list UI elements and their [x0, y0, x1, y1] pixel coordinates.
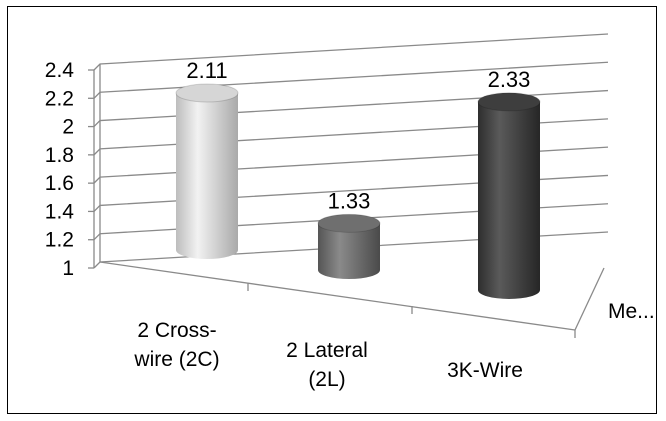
chart-frame	[7, 6, 657, 414]
bar	[317, 213, 381, 279]
x-tick-label: 2 Cross-wire (2C)	[133, 319, 219, 371]
gridline	[93, 33, 609, 71]
x-tick-label: 2 Lateral (2L)	[286, 339, 368, 391]
axes	[88, 64, 605, 338]
y-tick-label: 2.4	[45, 59, 75, 82]
x-tick-label: 3K-Wire	[447, 359, 523, 382]
y-tick-label: 2.2	[45, 87, 74, 110]
labels: 1 1.2 1.4 1.6 1.8 2 2.2 2.4 2.11 1.33 2.33 2 Cross-…	[45, 58, 655, 391]
y-tick-label: 1.2	[45, 229, 74, 252]
series-label: Me...	[608, 300, 655, 323]
bar	[477, 92, 541, 299]
y-tick-label: 1.6	[45, 172, 74, 195]
bar	[175, 83, 239, 259]
x-axis-line	[99, 261, 576, 331]
y-tick-label: 2	[62, 116, 74, 139]
y-tick-label: 1.4	[45, 200, 75, 223]
data-label: 1.33	[328, 188, 371, 213]
y-tick-label: 1	[62, 257, 74, 280]
bars	[175, 83, 541, 299]
y-tick-label: 1.8	[45, 144, 74, 167]
data-label: 2.33	[488, 67, 531, 92]
data-label: 2.11	[186, 58, 227, 83]
gridline	[93, 61, 609, 99]
floor-depth-edge	[574, 267, 605, 331]
